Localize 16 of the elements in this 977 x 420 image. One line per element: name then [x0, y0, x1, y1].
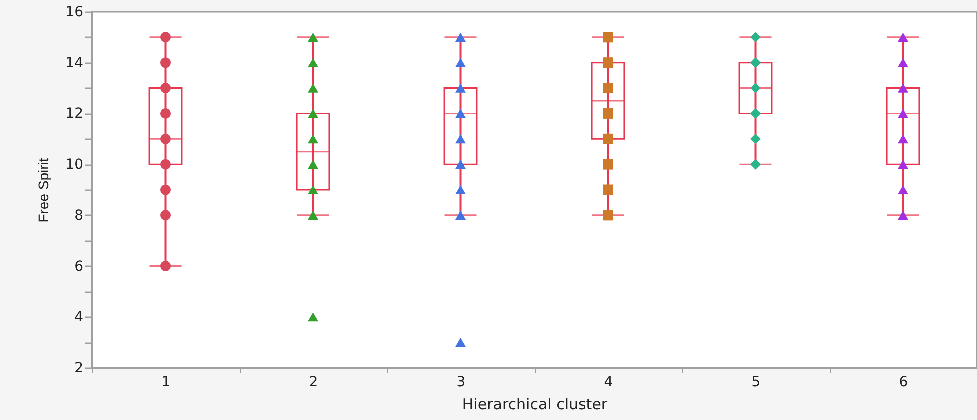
y-tick-label: 6: [74, 258, 84, 275]
x-tick-label: 3: [456, 374, 466, 390]
y-tick-label: 16: [66, 4, 84, 20]
y-tick-label: 10: [66, 157, 84, 174]
x-tick-label: 5: [752, 374, 761, 390]
y-tick-label: 2: [74, 360, 84, 376]
x-tick-label: 1: [162, 374, 171, 390]
x-tick-label: 4: [604, 374, 614, 390]
y-tick-label: 4: [74, 310, 84, 326]
y-tick-label: 12: [66, 106, 84, 122]
x-axis-title: Hierarchical cluster: [462, 396, 608, 414]
x-tick-label: 2: [309, 374, 318, 390]
y-axis-title: Free Spirit: [36, 158, 52, 223]
y-tick-label: 14: [66, 55, 84, 72]
x-tick-label: 6: [899, 374, 908, 390]
y-tick-label: 8: [74, 208, 84, 224]
